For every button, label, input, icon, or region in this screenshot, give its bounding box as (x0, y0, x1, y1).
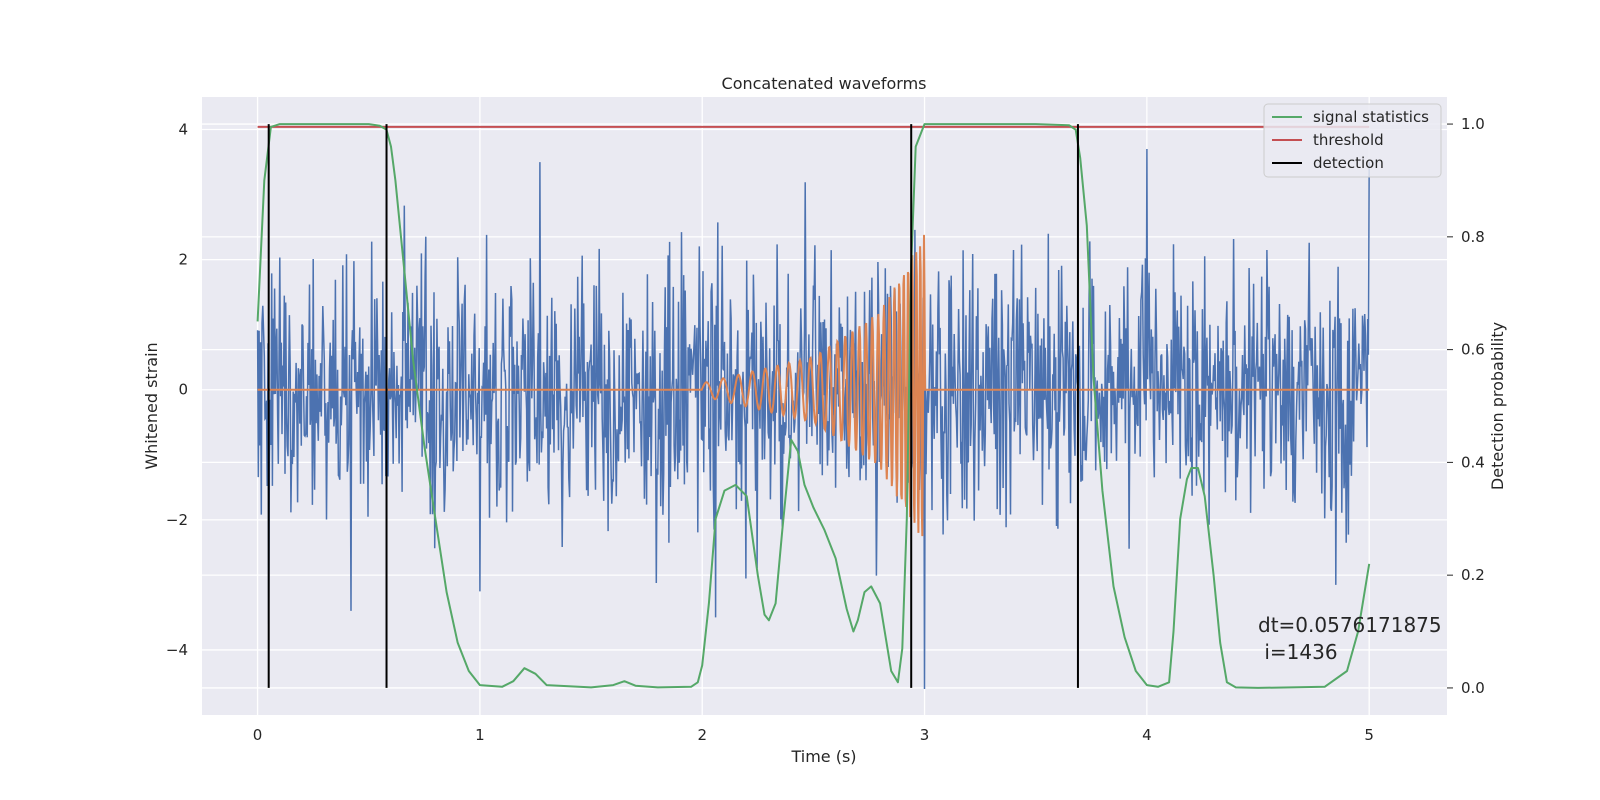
x-tick-label: 2 (697, 726, 707, 744)
x-tick-label: 4 (1142, 726, 1152, 744)
annotation-dt: dt=0.0576171875 (1258, 613, 1442, 637)
legend-label-threshold: threshold (1313, 131, 1384, 149)
chart-title: Concatenated waveforms (722, 74, 927, 93)
y-axis-label: Whitened strain (142, 342, 161, 469)
y-tick-label: 0 (178, 381, 188, 399)
y2-tick-label: 0.0 (1461, 679, 1485, 697)
right-axis-ticks: 0.0 0.2 0.4 0.6 0.8 1.0 (1447, 115, 1485, 697)
legend-box (1263, 103, 1442, 178)
y2-tick-label: 0.8 (1461, 228, 1485, 246)
y2-tick-label: 0.6 (1461, 341, 1485, 359)
annotation-i: i=1436 (1258, 640, 1338, 664)
y2-axis-label: Detection probability (1488, 322, 1507, 490)
y-tick-label: 4 (178, 121, 188, 139)
x-axis-ticks: 0 1 2 3 4 5 (253, 726, 1374, 744)
legend: signal statistics threshold detection (1263, 103, 1442, 178)
y-tick-label: −2 (166, 511, 188, 529)
x-axis-label: Time (s) (790, 747, 856, 766)
x-tick-label: 1 (475, 726, 485, 744)
x-tick-label: 3 (920, 726, 930, 744)
x-tick-label: 0 (253, 726, 263, 744)
y-tick-label: −4 (166, 641, 188, 659)
legend-label-detection: detection (1313, 154, 1384, 172)
series-layer (256, 123, 1371, 690)
signal-statistics-line (256, 123, 1371, 689)
left-axis-ticks: −4 −2 0 2 4 (166, 121, 188, 659)
annotation: dt=0.0576171875 i=1436 (1258, 613, 1442, 664)
legend-label-signal-statistics: signal statistics (1313, 108, 1429, 126)
template-chirp-line (257, 234, 1370, 537)
y2-tick-label: 0.2 (1461, 566, 1485, 584)
y2-tick-label: 1.0 (1461, 115, 1485, 133)
y2-tick-label: 0.4 (1461, 453, 1485, 471)
y-tick-label: 2 (178, 251, 188, 269)
strain-noise-line (256, 148, 1370, 690)
x-tick-label: 5 (1364, 726, 1374, 744)
